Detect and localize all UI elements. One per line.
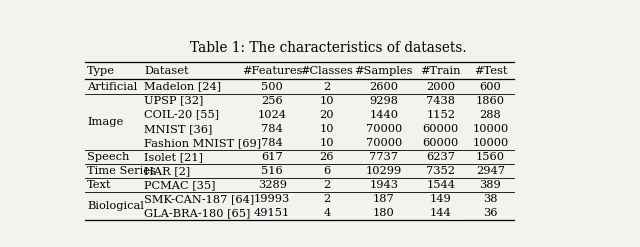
Text: 1440: 1440 <box>369 110 398 120</box>
Text: Text: Text <box>87 180 111 190</box>
Text: 10000: 10000 <box>472 138 509 148</box>
Text: 6237: 6237 <box>426 152 455 162</box>
Text: 70000: 70000 <box>365 138 402 148</box>
Text: 2947: 2947 <box>476 166 505 176</box>
Text: 10: 10 <box>319 138 334 148</box>
Text: 500: 500 <box>261 82 283 91</box>
Text: Isolet [21]: Isolet [21] <box>144 152 203 162</box>
Text: Madelon [24]: Madelon [24] <box>144 82 221 91</box>
Text: 26: 26 <box>319 152 334 162</box>
Text: 144: 144 <box>430 208 452 218</box>
Text: MNIST [36]: MNIST [36] <box>144 124 212 134</box>
Text: 2600: 2600 <box>369 82 398 91</box>
Text: Type: Type <box>87 66 115 76</box>
Text: 2: 2 <box>323 82 330 91</box>
Text: 10000: 10000 <box>472 124 509 134</box>
Text: 784: 784 <box>261 138 283 148</box>
Text: Speech: Speech <box>87 152 129 162</box>
Text: 7352: 7352 <box>426 166 455 176</box>
Text: 2000: 2000 <box>426 82 455 91</box>
Text: 10: 10 <box>319 96 334 105</box>
Text: Image: Image <box>87 117 123 127</box>
Text: Table 1: The characteristics of datasets.: Table 1: The characteristics of datasets… <box>189 41 467 55</box>
Text: Time Series: Time Series <box>87 166 156 176</box>
Text: 187: 187 <box>373 194 395 204</box>
Text: COIL-20 [55]: COIL-20 [55] <box>144 110 219 120</box>
Text: 516: 516 <box>261 166 283 176</box>
Text: 7438: 7438 <box>426 96 455 105</box>
Text: SMK-CAN-187 [64]: SMK-CAN-187 [64] <box>144 194 254 204</box>
Text: 49151: 49151 <box>254 208 291 218</box>
Text: 10: 10 <box>319 124 334 134</box>
Text: 9298: 9298 <box>369 96 398 105</box>
Text: 288: 288 <box>479 110 501 120</box>
Text: 7737: 7737 <box>369 152 398 162</box>
Text: 20: 20 <box>319 110 334 120</box>
Text: 19993: 19993 <box>254 194 291 204</box>
Text: PCMAC [35]: PCMAC [35] <box>144 180 216 190</box>
Text: 256: 256 <box>261 96 283 105</box>
Text: 389: 389 <box>479 180 501 190</box>
Text: 149: 149 <box>430 194 452 204</box>
Text: #Train: #Train <box>420 66 461 76</box>
Text: 38: 38 <box>483 194 498 204</box>
Text: 6: 6 <box>323 166 330 176</box>
Text: 2: 2 <box>323 194 330 204</box>
Text: HAR [2]: HAR [2] <box>144 166 190 176</box>
Text: GLA-BRA-180 [65]: GLA-BRA-180 [65] <box>144 208 250 218</box>
Text: 10299: 10299 <box>365 166 402 176</box>
Text: UPSP [32]: UPSP [32] <box>144 96 204 105</box>
Text: #Classes: #Classes <box>300 66 353 76</box>
Text: 2: 2 <box>323 180 330 190</box>
Text: 1560: 1560 <box>476 152 505 162</box>
Text: 1544: 1544 <box>426 180 455 190</box>
Text: #Features: #Features <box>242 66 303 76</box>
Text: 60000: 60000 <box>422 138 459 148</box>
Text: 36: 36 <box>483 208 498 218</box>
Text: #Test: #Test <box>474 66 507 76</box>
Text: 70000: 70000 <box>365 124 402 134</box>
Text: 1943: 1943 <box>369 180 398 190</box>
Text: 600: 600 <box>479 82 501 91</box>
Text: 784: 784 <box>261 124 283 134</box>
Text: 617: 617 <box>261 152 283 162</box>
Text: Dataset: Dataset <box>144 66 189 76</box>
Text: Artificial: Artificial <box>87 82 137 91</box>
Text: 1860: 1860 <box>476 96 505 105</box>
Text: 3289: 3289 <box>258 180 287 190</box>
Text: #Samples: #Samples <box>355 66 413 76</box>
Text: Fashion MNIST [69]: Fashion MNIST [69] <box>144 138 261 148</box>
Text: 1024: 1024 <box>258 110 287 120</box>
Text: 4: 4 <box>323 208 330 218</box>
Text: 180: 180 <box>373 208 395 218</box>
Text: 60000: 60000 <box>422 124 459 134</box>
Text: Biological: Biological <box>87 201 144 211</box>
Text: 1152: 1152 <box>426 110 455 120</box>
